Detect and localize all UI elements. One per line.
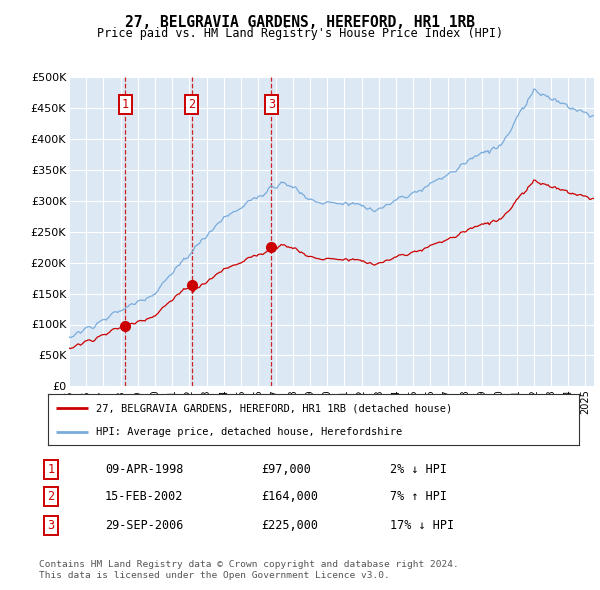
Text: 29-SEP-2006: 29-SEP-2006 bbox=[105, 519, 184, 532]
Text: Contains HM Land Registry data © Crown copyright and database right 2024.
This d: Contains HM Land Registry data © Crown c… bbox=[39, 560, 459, 579]
Text: £97,000: £97,000 bbox=[261, 463, 311, 476]
Text: 3: 3 bbox=[268, 98, 275, 111]
Text: 2% ↓ HPI: 2% ↓ HPI bbox=[390, 463, 447, 476]
Text: 2: 2 bbox=[47, 490, 55, 503]
Text: 1: 1 bbox=[122, 98, 129, 111]
Text: Price paid vs. HM Land Registry's House Price Index (HPI): Price paid vs. HM Land Registry's House … bbox=[97, 27, 503, 40]
Text: 27, BELGRAVIA GARDENS, HEREFORD, HR1 1RB (detached house): 27, BELGRAVIA GARDENS, HEREFORD, HR1 1RB… bbox=[96, 403, 452, 413]
Text: £225,000: £225,000 bbox=[261, 519, 318, 532]
Text: 2: 2 bbox=[188, 98, 195, 111]
Text: HPI: Average price, detached house, Herefordshire: HPI: Average price, detached house, Here… bbox=[96, 428, 402, 437]
Text: 27, BELGRAVIA GARDENS, HEREFORD, HR1 1RB: 27, BELGRAVIA GARDENS, HEREFORD, HR1 1RB bbox=[125, 15, 475, 30]
Text: £164,000: £164,000 bbox=[261, 490, 318, 503]
Text: 15-FEB-2002: 15-FEB-2002 bbox=[105, 490, 184, 503]
Text: 1: 1 bbox=[47, 463, 55, 476]
Text: 3: 3 bbox=[47, 519, 55, 532]
Text: 17% ↓ HPI: 17% ↓ HPI bbox=[390, 519, 454, 532]
Text: 09-APR-1998: 09-APR-1998 bbox=[105, 463, 184, 476]
Text: 7% ↑ HPI: 7% ↑ HPI bbox=[390, 490, 447, 503]
